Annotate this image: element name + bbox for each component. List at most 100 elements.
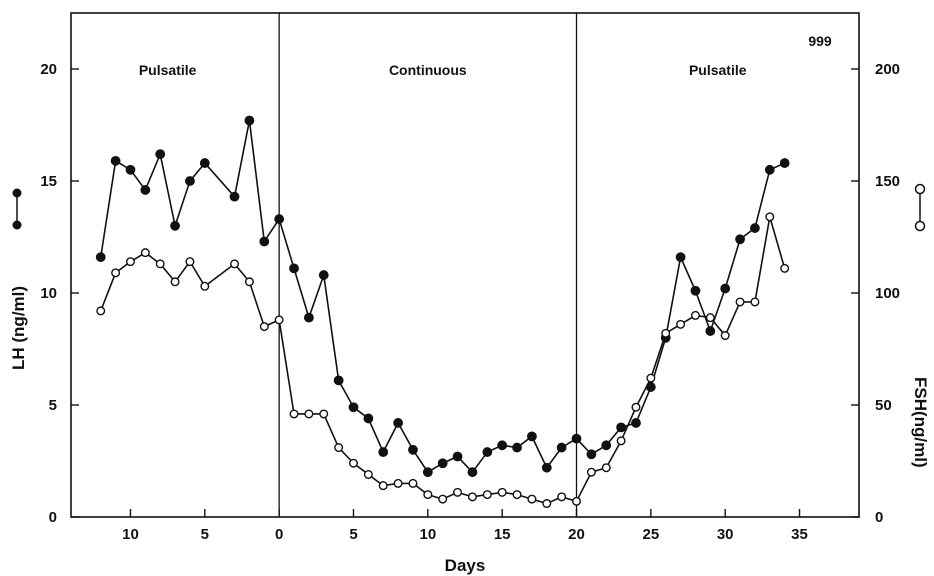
- phase-boundaries: [278, 13, 578, 517]
- y-left-tick-label: 0: [49, 509, 57, 526]
- data-point-fsh: [453, 487, 463, 497]
- data-point-fsh: [676, 319, 686, 329]
- data-point-fsh: [720, 331, 730, 341]
- data-point-lh: [95, 252, 106, 263]
- data-point-lh: [482, 447, 493, 457]
- data-point-fsh: [170, 277, 180, 287]
- data-point-fsh: [780, 263, 790, 273]
- fsh-legend-marker: [914, 183, 926, 195]
- data-point-lh: [408, 444, 418, 455]
- data-point-lh: [393, 418, 403, 428]
- y-axis-left-title-text: LH (ng/ml): [9, 286, 28, 370]
- data-point-fsh: [304, 409, 314, 419]
- data-point-fsh: [735, 297, 745, 307]
- data-point-lh: [601, 440, 612, 451]
- data-point-fsh: [96, 306, 106, 316]
- data-point-fsh: [705, 313, 715, 323]
- data-point-lh: [675, 252, 686, 263]
- data-point-fsh: [185, 257, 195, 267]
- data-point-lh: [303, 312, 314, 323]
- x-tick-label: 0: [275, 526, 283, 543]
- y-right-tick-label: 100: [875, 285, 900, 302]
- x-tick-label: 20: [568, 526, 585, 543]
- data-point-lh: [527, 431, 537, 442]
- data-point-fsh: [259, 322, 269, 332]
- data-point-lh: [467, 467, 478, 478]
- data-point-fsh: [244, 277, 254, 287]
- data-point-fsh: [393, 478, 403, 488]
- data-point-lh: [779, 158, 790, 168]
- x-axis: 10 5 0 5 10 15 20 25 30 35: [122, 509, 808, 543]
- data-point-lh: [289, 263, 299, 274]
- y-left-tick-label: 15: [40, 173, 57, 190]
- phase-labels: Pulsatile Continuous Pulsatile: [139, 62, 747, 78]
- data-point-fsh: [542, 499, 552, 509]
- phase-label: Pulsatile: [139, 62, 197, 78]
- data-point-fsh: [586, 467, 596, 477]
- data-point-lh: [363, 413, 374, 424]
- data-point-lh: [140, 185, 151, 195]
- data-point-fsh: [765, 212, 775, 222]
- data-point-fsh: [438, 494, 448, 504]
- data-point-fsh: [467, 492, 477, 502]
- data-point-fsh: [274, 315, 284, 325]
- data-point-fsh: [631, 402, 641, 412]
- x-tick-label: 30: [717, 526, 734, 543]
- data-point-lh: [690, 285, 701, 296]
- data-point-fsh: [601, 463, 611, 473]
- data-point-fsh: [690, 310, 700, 320]
- data-point-lh: [705, 326, 716, 336]
- y-axis-left-title: LH (ng/ml): [9, 286, 28, 370]
- data-point-lh: [170, 220, 180, 231]
- x-tick-label: 5: [349, 526, 357, 543]
- data-point-fsh: [230, 259, 240, 269]
- data-point-fsh: [423, 490, 433, 500]
- y-right-tick-label: 50: [875, 397, 892, 414]
- data-point-lh: [378, 447, 389, 457]
- phase-label: Pulsatile: [689, 62, 747, 78]
- y-axis-left: 0 5 10 15 20: [40, 61, 79, 526]
- data-point-lh: [735, 234, 745, 245]
- data-point-lh: [274, 214, 285, 224]
- data-point-fsh: [125, 257, 135, 267]
- data-point-lh: [750, 223, 760, 233]
- data-point-lh: [497, 440, 508, 451]
- data-point-lh: [259, 236, 270, 247]
- data-point-fsh: [616, 436, 626, 446]
- data-point-fsh: [661, 328, 671, 338]
- data-point-lh: [437, 458, 448, 469]
- data-point-fsh: [200, 281, 210, 291]
- y-axis-right: 0 50 100 150 200: [851, 61, 900, 526]
- data-point-lh: [764, 164, 775, 175]
- data-point-lh: [185, 176, 195, 186]
- figure-label: 999: [808, 33, 832, 49]
- data-point-lh: [631, 418, 641, 428]
- data-point-lh: [720, 283, 731, 294]
- y-right-tick-label: 150: [875, 173, 900, 190]
- data-point-fsh: [348, 458, 358, 468]
- data-point-lh: [512, 442, 522, 453]
- y-left-tick-label: 20: [40, 61, 57, 78]
- data-point-fsh: [557, 492, 567, 502]
- data-point-fsh: [289, 409, 299, 419]
- y-right-tick-label: 200: [875, 61, 900, 78]
- data-point-fsh: [497, 487, 507, 497]
- y-axis-right-title: FSH(ng/ml): [911, 377, 930, 468]
- data-point-fsh: [155, 259, 165, 269]
- data-point-fsh: [111, 268, 121, 278]
- y-left-tick-label: 5: [49, 397, 57, 414]
- x-tick-label: 10: [419, 526, 436, 543]
- data-point-lh: [229, 191, 240, 202]
- data-point-lh: [155, 149, 166, 160]
- fsh-legend-symbol: [914, 183, 926, 232]
- x-tick-label: 5: [201, 526, 209, 543]
- x-axis-title: Days: [445, 556, 486, 575]
- data-point-fsh: [319, 409, 329, 419]
- fsh-legend-marker: [914, 220, 926, 232]
- x-tick-label: 25: [643, 526, 660, 543]
- data-point-fsh: [572, 496, 582, 506]
- data-point-fsh: [140, 248, 150, 258]
- data-point-lh: [586, 449, 597, 460]
- series-fsh: [96, 212, 790, 509]
